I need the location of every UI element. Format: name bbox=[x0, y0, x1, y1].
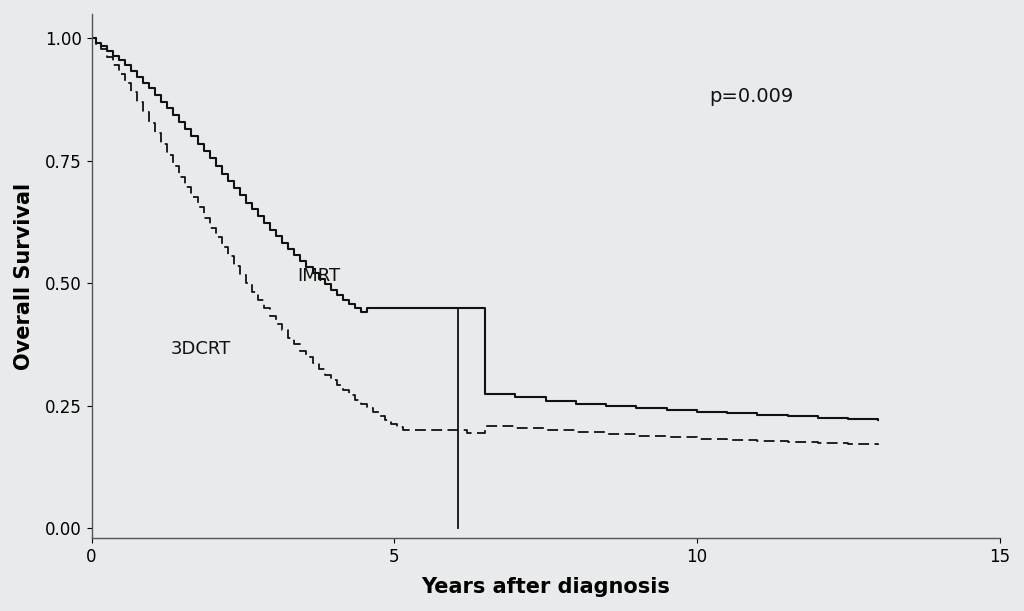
Y-axis label: Overall Survival: Overall Survival bbox=[14, 183, 34, 370]
Text: 3DCRT: 3DCRT bbox=[170, 340, 230, 359]
X-axis label: Years after diagnosis: Years after diagnosis bbox=[421, 577, 670, 597]
Text: IMRT: IMRT bbox=[297, 267, 341, 285]
Text: p=0.009: p=0.009 bbox=[709, 87, 794, 106]
